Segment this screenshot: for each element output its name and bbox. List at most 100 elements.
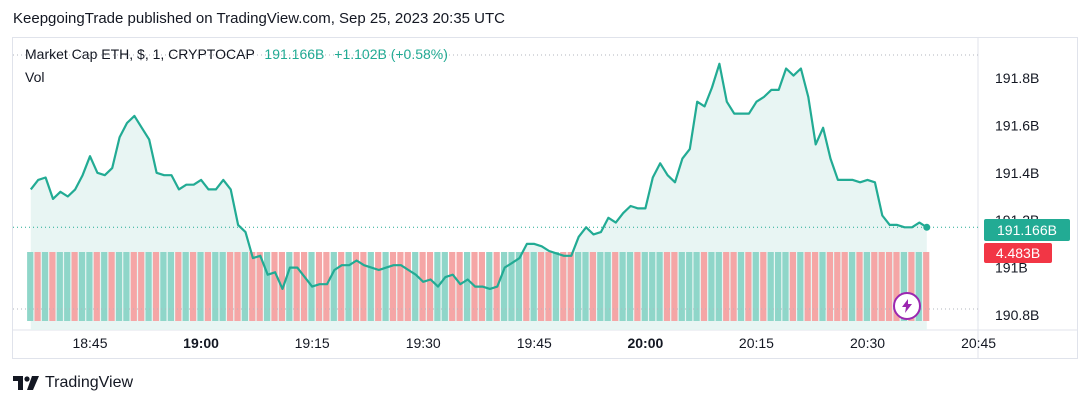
volume-bar <box>908 252 915 321</box>
volume-bar <box>241 252 248 321</box>
volume-bar <box>671 252 678 321</box>
volume-bar <box>264 252 271 321</box>
x-tick-label: 18:45 <box>72 335 107 351</box>
volume-bar <box>545 252 552 321</box>
volume-bar <box>64 252 71 321</box>
symbol-title: Market Cap ETH, $, 1, CRYPTOCAP <box>25 46 255 62</box>
volume-bar <box>812 252 819 321</box>
volume-bar <box>508 252 515 321</box>
volume-bar <box>538 252 545 321</box>
volume-bar <box>760 252 767 321</box>
volume-bar <box>78 252 86 321</box>
volume-bar <box>152 252 160 321</box>
volume-bar <box>804 252 811 321</box>
volume-bar <box>775 252 782 321</box>
volume-bar <box>597 252 604 321</box>
price-line <box>29 62 928 290</box>
volume-bar <box>486 252 493 321</box>
brand-name: TradingView <box>45 374 134 391</box>
volume-bar <box>856 252 863 321</box>
volume-bar <box>182 252 189 321</box>
volume-bar <box>56 252 63 321</box>
volume-bar <box>767 252 774 321</box>
volume-bar <box>871 252 878 321</box>
volume-bar <box>782 252 789 321</box>
volume-bar <box>271 252 278 321</box>
volume-bar <box>323 252 330 321</box>
volume-bar <box>886 252 893 321</box>
lightning-bolt-icon[interactable] <box>893 292 921 320</box>
publish-line: KeepgoingTrade published on TradingView.… <box>13 10 505 27</box>
volume-bar <box>737 252 745 321</box>
last-value: 191.166B <box>264 46 325 62</box>
volume-bar <box>382 252 389 321</box>
volume-bar <box>730 252 737 321</box>
x-tick-label: 20:30 <box>850 335 885 351</box>
volume-bar <box>360 252 367 321</box>
volume-bar <box>819 252 826 321</box>
volume-bar <box>160 252 167 321</box>
volume-bar <box>708 252 715 321</box>
volume-bar <box>849 252 856 321</box>
volume-bar <box>834 252 841 321</box>
y-tick-label: 191.8B <box>995 70 1039 86</box>
volume-bar <box>227 252 234 321</box>
chart-legend: Market Cap ETH, $, 1, CRYPTOCAP 191.166B… <box>25 46 448 62</box>
volume-bar <box>604 252 611 321</box>
volume-bar <box>419 252 426 321</box>
x-tick-label: 19:30 <box>406 335 441 351</box>
volume-bar <box>389 252 397 321</box>
volume-bar <box>234 252 241 321</box>
volume-bar <box>204 252 211 321</box>
volume-bar <box>449 252 456 321</box>
volume-bar <box>352 252 360 321</box>
last-point-marker <box>923 223 931 231</box>
volume-bar <box>426 252 434 321</box>
volume-bar <box>367 252 374 321</box>
footer-brand[interactable]: TradingView <box>13 374 133 392</box>
change-value: +1.102B (+0.58%) <box>334 46 448 62</box>
y-tick-label: 191B <box>995 260 1028 276</box>
volume-bar <box>315 252 323 321</box>
volume-bar <box>745 252 752 321</box>
volume-bar <box>190 252 197 321</box>
volume-bar <box>86 252 93 321</box>
volume-bar <box>338 252 345 321</box>
volume-bar <box>649 252 656 321</box>
volume-bar <box>138 252 145 321</box>
volume-bar <box>693 252 700 321</box>
volume-bar <box>715 252 722 321</box>
volume-bar <box>115 252 123 321</box>
volume-bar <box>404 252 411 321</box>
volume-bar <box>523 252 530 321</box>
volume-bar <box>397 252 404 321</box>
volume-bar <box>826 252 833 321</box>
x-tick-label: 19:15 <box>295 335 330 351</box>
x-tick-label: 20:15 <box>739 335 774 351</box>
volume-bar <box>256 252 263 321</box>
volume-bar <box>752 252 759 321</box>
volume-bar <box>101 252 108 321</box>
volume-bar <box>93 252 100 321</box>
volume-bar <box>641 252 648 321</box>
volume-bar <box>27 252 34 321</box>
volume-bar <box>293 252 300 321</box>
volume-label: Vol <box>25 69 45 85</box>
volume-bar <box>330 252 337 321</box>
y-tick-label: 190.8B <box>995 307 1039 323</box>
volume-bar <box>686 252 693 321</box>
volume-bar <box>301 252 308 321</box>
volume-bar <box>789 252 796 321</box>
x-tick-label: 20:00 <box>627 335 663 351</box>
volume-bar <box>560 252 567 321</box>
y-tick-label: 191.6B <box>995 117 1039 133</box>
volume-bar <box>375 252 382 321</box>
volume-bar <box>797 252 804 321</box>
volume-bar <box>175 252 182 321</box>
volume-bar <box>612 252 619 321</box>
volume-bar <box>678 252 685 321</box>
volume-bar <box>663 252 671 321</box>
volume-bar <box>249 252 256 321</box>
volume-bar <box>515 252 522 321</box>
